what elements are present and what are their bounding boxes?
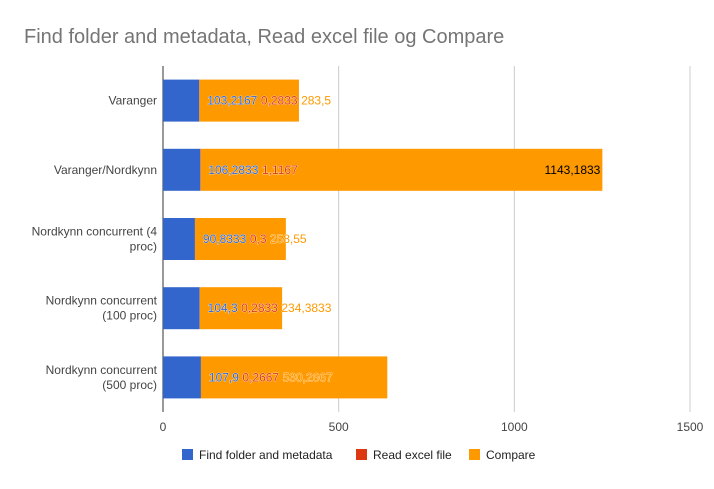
category-label: (100 proc) (102, 309, 157, 323)
x-axis-ticks: 0 500 1000 1500 (160, 420, 704, 434)
data-label-series-2: 0,2667 (242, 370, 279, 384)
data-label-series-1: 107,9 (209, 370, 239, 384)
category-label: Nordkynn concurrent (46, 363, 158, 377)
legend-swatch (182, 449, 193, 460)
data-label-series-3: 234,3833 (281, 301, 331, 315)
data-label-series-2: 0,3 (250, 232, 267, 246)
bar-find-folder-and-metadata-2 (163, 218, 195, 260)
data-label-series-1: 106,2833 (208, 163, 258, 177)
legend-label: Read excel file (373, 448, 452, 462)
category-label: (500 proc) (102, 378, 157, 392)
category-label: proc) (130, 240, 157, 254)
legend: Find folder and metadata Read excel file C… (182, 448, 536, 462)
legend-swatch (469, 449, 480, 460)
bar-find-folder-and-metadata-0 (163, 79, 200, 122)
bar-compare-0 (199, 79, 299, 122)
bar-compare-2 (195, 218, 286, 260)
data-label-series-3: 283,5 (301, 94, 331, 108)
data-label-series-3: 1143,1833 (545, 163, 601, 177)
bar-compare-3 (199, 287, 283, 330)
x-tick-label: 1000 (501, 420, 528, 434)
data-label-series-3: 530,2667 (283, 370, 333, 384)
bar-find-folder-and-metadata-4 (163, 356, 201, 399)
data-label-series-3: 258,55 (270, 232, 307, 246)
category-label: Varanger (109, 94, 157, 108)
chart-title: Find folder and metadata, Read excel fil… (24, 26, 504, 48)
category-label: Varanger/Nordkynn (54, 163, 157, 177)
bars (163, 79, 603, 399)
data-label-series-1: 90,8333 (203, 232, 247, 246)
category-labels: Varanger Varanger/Nordkynn Nordkynn concur… (32, 94, 158, 392)
x-tick-label: 0 (160, 420, 167, 434)
x-tick-label: 500 (329, 420, 349, 434)
legend-label: Find folder and metadata (199, 448, 333, 462)
bar-find-folder-and-metadata-1 (163, 148, 201, 191)
bar-compare-1 (200, 148, 603, 191)
legend-swatch (356, 449, 367, 460)
data-label-series-2: 1,1167 (262, 163, 298, 177)
data-label-series-2: 0,2833 (241, 301, 278, 315)
bar-compare-4 (201, 356, 388, 399)
data-label-series-2: 0,2833 (261, 94, 298, 108)
data-label-series-1: 104,3 (208, 301, 238, 315)
bar-find-folder-and-metadata-3 (163, 287, 200, 330)
x-tick-label: 1500 (677, 420, 704, 434)
legend-label: Compare (486, 448, 536, 462)
category-label: Nordkynn concurrent (4 (32, 225, 158, 239)
category-label: Nordkynn concurrent (46, 294, 158, 308)
data-label-series-1: 103,2167 (207, 94, 257, 108)
